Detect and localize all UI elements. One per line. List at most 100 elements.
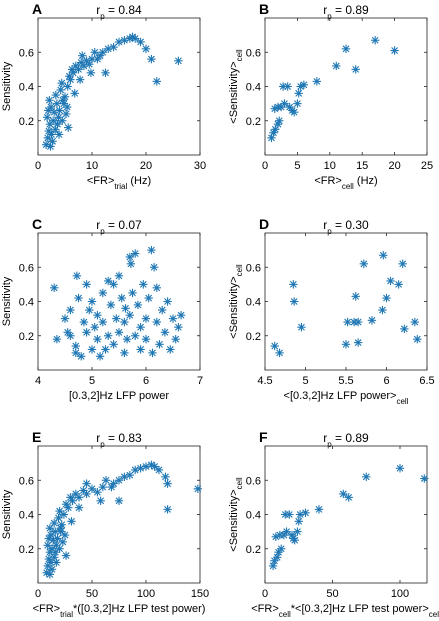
data-point — [288, 106, 297, 115]
x-tick-label: 6 — [143, 375, 149, 387]
data-point — [55, 106, 64, 115]
data-point — [66, 75, 75, 84]
data-point — [114, 496, 124, 505]
data-point — [150, 462, 159, 471]
x-tick-label: 7 — [197, 375, 203, 387]
x-axis-label: <[0.3,2]Hz LFP power>cell — [284, 390, 409, 406]
data-point — [64, 503, 73, 512]
data-point — [122, 334, 132, 344]
data-point — [154, 465, 164, 475]
data-point — [343, 317, 352, 327]
x-tick-label: 0 — [262, 588, 268, 600]
data-point — [101, 345, 110, 354]
y-tick-label: 0.6 — [19, 47, 34, 59]
x-tick-label: 0 — [262, 160, 268, 172]
chart-title: rp = 0.89 — [323, 431, 369, 449]
data-point — [152, 283, 161, 292]
data-point — [277, 102, 286, 112]
data-point — [68, 68, 78, 77]
data-point — [125, 252, 134, 262]
data-point — [93, 311, 102, 320]
data-point — [341, 44, 351, 54]
data-point — [74, 493, 84, 502]
x-axis-label: <FR>trial*([0.3,2]Hz LFP test power) — [33, 603, 206, 619]
data-point — [52, 558, 61, 567]
data-point — [152, 317, 161, 327]
y-tick-label: 0.2 — [246, 544, 261, 556]
data-point — [44, 534, 53, 543]
x-tick-label: 50 — [326, 588, 338, 600]
data-point — [98, 288, 107, 298]
x-tick-label: 5 — [89, 375, 95, 387]
data-point — [75, 75, 85, 84]
data-point — [87, 297, 97, 306]
y-tick-label: 0.4 — [19, 297, 34, 309]
x-tick-label: 30 — [194, 160, 206, 172]
data-point — [48, 116, 58, 125]
data-point — [56, 524, 65, 533]
data-point — [147, 245, 156, 255]
data-point — [280, 99, 289, 108]
data-point — [85, 305, 94, 315]
y-axis-label: <Sensitivity>cell — [228, 477, 244, 552]
x-axis-label: [0.3,2]Hz LFP power — [69, 390, 169, 402]
panel-letter: F — [259, 429, 268, 445]
y-tick-label: 0.4 — [246, 82, 261, 94]
data-point — [43, 541, 52, 550]
data-point — [60, 530, 70, 540]
data-point — [57, 78, 66, 88]
panel-f: 0 50 100 0.2 0.4 0.6 F rp = 0.89 <FR>cell*<[0.3,… — [228, 429, 439, 619]
data-point — [147, 54, 156, 64]
x-tick-label: 0 — [35, 160, 41, 172]
data-point — [141, 44, 151, 54]
data-point — [163, 505, 172, 514]
data-point — [390, 46, 399, 55]
data-point — [312, 77, 322, 86]
data-point — [395, 464, 405, 473]
y-tick-label: 0.4 — [246, 297, 261, 309]
panel-c: 4 5 6 7 0.2 0.4 0.6 C rp = 0.07 [0.3,2]Hz LFP pow… — [1, 216, 203, 402]
data-point — [52, 99, 62, 108]
data-point — [382, 293, 391, 303]
data-point — [120, 348, 129, 358]
data-point — [53, 119, 62, 129]
x-tick-label: 100 — [137, 588, 155, 600]
data-point — [82, 489, 91, 499]
data-point — [136, 37, 145, 47]
data-point — [90, 322, 99, 332]
data-point — [95, 352, 105, 361]
data-point — [362, 472, 371, 482]
x-tick-label: 150 — [191, 588, 209, 600]
chart-title: rp = 0.30 — [323, 218, 369, 236]
data-point — [109, 340, 118, 349]
data-point — [131, 249, 140, 258]
data-point — [61, 109, 71, 119]
x-tick-label: 5.5 — [338, 375, 353, 387]
plot-frame — [37, 232, 201, 371]
data-point — [289, 297, 299, 306]
data-point — [112, 314, 121, 323]
data-point — [353, 338, 363, 347]
data-point — [351, 65, 360, 74]
data-point — [293, 99, 302, 108]
y-tick-label: 0.4 — [19, 510, 34, 522]
data-point — [128, 288, 137, 298]
y-axis-label: Sensitivity — [1, 276, 13, 326]
data-point — [270, 104, 279, 113]
panel-letter: B — [259, 1, 269, 17]
panel-letter: D — [259, 216, 269, 232]
data-point — [136, 322, 145, 332]
x-tick-label: 20 — [388, 160, 400, 172]
data-point — [136, 345, 145, 354]
data-point — [95, 51, 105, 60]
data-point — [54, 130, 64, 139]
y-tick-label: 0.6 — [19, 262, 34, 274]
data-point — [174, 322, 183, 332]
data-point — [78, 51, 87, 60]
data-point — [104, 276, 113, 286]
data-point — [86, 68, 96, 77]
data-point — [117, 293, 126, 303]
data-point — [136, 464, 145, 473]
data-point — [271, 125, 280, 134]
